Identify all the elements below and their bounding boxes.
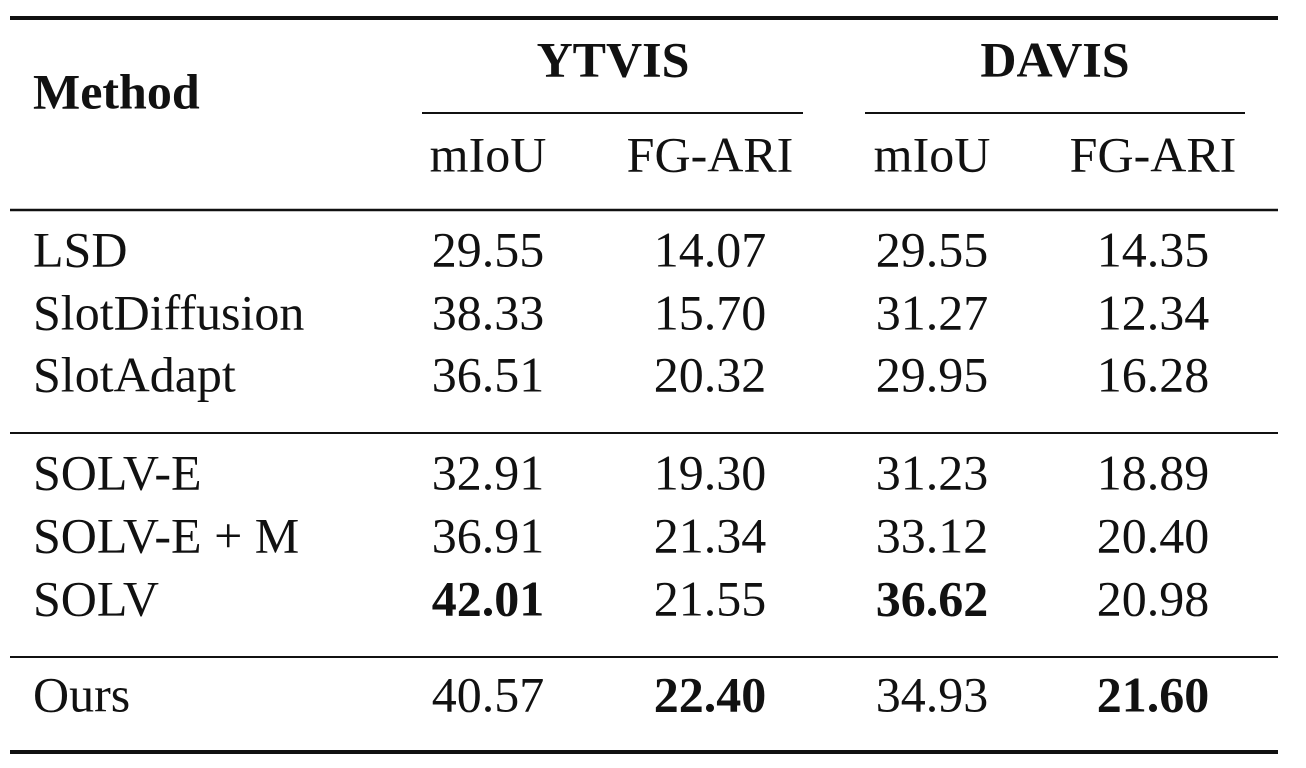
method-name: Ours (33, 666, 130, 722)
cell: 15.70 (654, 284, 767, 340)
cell: 38.33 (432, 284, 545, 340)
cell: 34.93 (876, 666, 989, 722)
group-header: YTVIS (537, 31, 690, 87)
method-name: SOLV-E (33, 444, 202, 500)
cell: 14.35 (1097, 221, 1210, 277)
method-header: Method (33, 63, 200, 119)
method-name: SlotDiffusion (33, 284, 304, 340)
cell: 21.55 (654, 570, 767, 626)
cell: 29.95 (876, 346, 989, 402)
cell: 20.32 (654, 346, 767, 402)
cell: 36.62 (876, 570, 989, 626)
cell: 12.34 (1097, 284, 1210, 340)
column-header: mIoU (874, 126, 991, 182)
cell: 40.57 (432, 666, 545, 722)
cell: 32.91 (432, 444, 545, 500)
cell: 31.27 (876, 284, 989, 340)
cell: 20.98 (1097, 570, 1210, 626)
group-header: DAVIS (980, 31, 1129, 87)
cell: 42.01 (432, 570, 545, 626)
cell: 21.60 (1097, 666, 1210, 722)
cell: 36.91 (432, 507, 545, 563)
column-header: FG-ARI (1070, 126, 1237, 182)
column-header: mIoU (430, 126, 547, 182)
cell: 16.28 (1097, 346, 1210, 402)
cell: 22.40 (654, 666, 767, 722)
cell: 31.23 (876, 444, 989, 500)
cell: 14.07 (654, 221, 767, 277)
method-name: LSD (33, 221, 127, 277)
cell: 29.55 (432, 221, 545, 277)
cell: 20.40 (1097, 507, 1210, 563)
cell: 29.55 (876, 221, 989, 277)
method-name: SlotAdapt (33, 346, 236, 402)
cell: 19.30 (654, 444, 767, 500)
method-name: SOLV-E + M (33, 507, 299, 563)
cell: 21.34 (654, 507, 767, 563)
column-header: FG-ARI (627, 126, 794, 182)
cell: 36.51 (432, 346, 545, 402)
method-name: SOLV (33, 570, 159, 626)
cell: 33.12 (876, 507, 989, 563)
cell: 18.89 (1097, 444, 1210, 500)
